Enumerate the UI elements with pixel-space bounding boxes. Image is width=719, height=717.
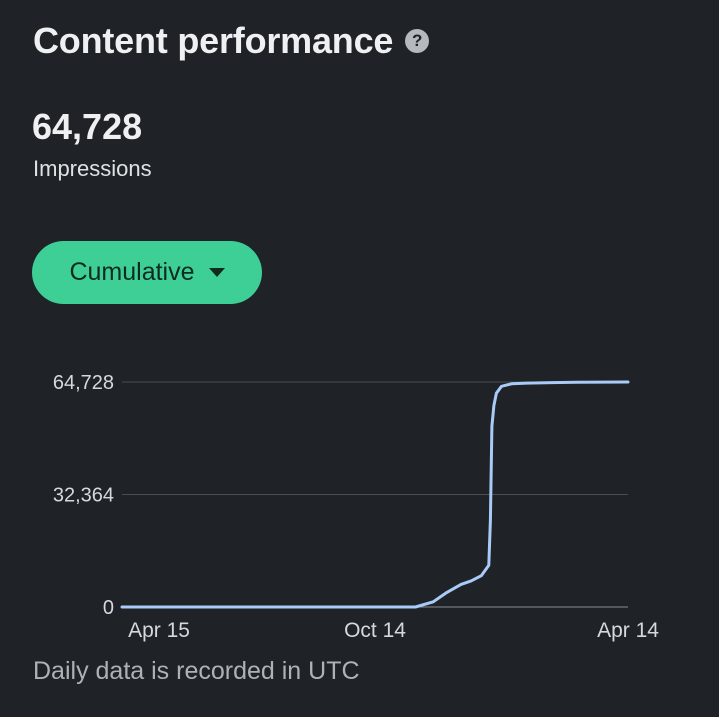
y-tick-label: 32,364	[53, 485, 114, 507]
x-tick-label: Apr 14	[597, 619, 659, 642]
help-circle-icon[interactable]: ?	[405, 29, 430, 53]
x-tick-label: Oct 14	[344, 619, 406, 642]
header: Content performance ?	[33, 20, 430, 62]
impressions-label: Impressions	[33, 156, 152, 181]
y-tick-label: 0	[103, 597, 114, 619]
impressions-chart: 64,728 32,364 0 Apr 15 Oct 14 Apr 14	[53, 372, 659, 642]
x-tick-label: Apr 15	[128, 619, 190, 642]
view-mode-selected: Cumulative	[69, 258, 195, 286]
page-title: Content performance	[33, 20, 394, 61]
series-line	[120, 380, 630, 609]
view-mode-dropdown[interactable]: Cumulative	[32, 241, 262, 304]
y-tick-label: 64,728	[53, 372, 114, 394]
caret-down-icon	[208, 268, 225, 277]
impressions-total: 64,728	[32, 106, 143, 147]
utc-note: Daily data is recorded in UTC	[33, 657, 360, 685]
